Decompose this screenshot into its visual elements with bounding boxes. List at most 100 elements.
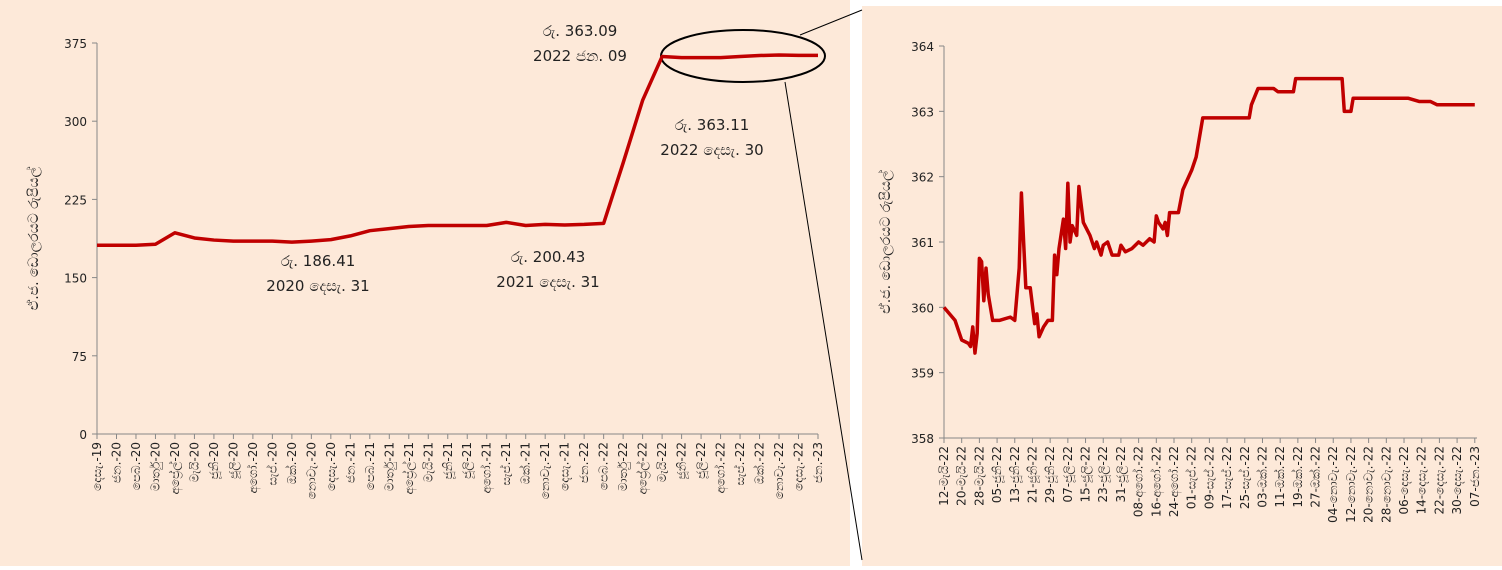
- y-tick-label: 225: [64, 193, 87, 207]
- x-tick-label: නොවැ.-21: [538, 442, 552, 499]
- x-tick-label: මාර්තු-22: [616, 442, 630, 491]
- y-tick-label: 375: [64, 37, 87, 51]
- x-tick-label: 03-ඔක්.-22: [1255, 446, 1269, 508]
- x-tick-label: මැයි-20: [187, 442, 201, 482]
- x-tick-label: 17-සැප්.-22: [1220, 446, 1234, 509]
- y-tick-label: 75: [72, 350, 87, 364]
- x-tick-label: නොවැ.-20: [304, 442, 318, 499]
- x-tick-label: දෙසැ.-19: [90, 442, 104, 491]
- x-tick-label: 14-දෙසැ.-22: [1415, 446, 1429, 515]
- x-tick-label: පෙබ.-22: [597, 442, 611, 490]
- x-tick-label: අගෝ.-21: [480, 442, 495, 494]
- x-tick-label: 08-අගෝ.-22: [1132, 446, 1147, 517]
- x-tick-label: 22-දෙසැ.-22: [1432, 446, 1446, 515]
- x-tick-label: ජූලි-21: [460, 442, 475, 479]
- x-tick-label: 01-සැප්.-22: [1185, 446, 1199, 509]
- x-tick-label: මාර්තු-21: [382, 442, 396, 491]
- x-tick-label: 12-නොවැ.-22: [1344, 446, 1358, 523]
- x-tick-label: 09-සැප්.-22: [1202, 446, 1216, 509]
- x-tick-label: ඔක්.-20: [285, 442, 299, 484]
- x-tick-label: සැප්.-20: [265, 442, 279, 486]
- x-tick-label: 06-දෙසැ.-22: [1397, 446, 1411, 515]
- x-tick-label: ජන.-23: [811, 442, 825, 483]
- x-tick-label: දෙසැ.-22: [792, 442, 806, 491]
- y-tick-label: 361: [911, 236, 934, 250]
- x-tick-label: සැප්.-22: [733, 442, 747, 486]
- x-tick-label: මැයි-22: [655, 442, 669, 482]
- x-tick-label: ජූනි-22: [675, 442, 690, 479]
- x-tick-label: ඔක්.-22: [752, 442, 766, 484]
- x-tick-label: ඔක්.-21: [519, 442, 533, 484]
- annotation: 2020 දෙසැ. 31: [266, 277, 369, 295]
- y-axis-label: ඒ.ජ. ඩොලරයට රුපියල්: [26, 166, 42, 310]
- x-tick-label: පෙබ.-20: [129, 442, 143, 490]
- y-tick-label: 0: [79, 428, 87, 442]
- left-chart: ඒ.ජ. ඩොලරයට රුපියල් 0 75 150 225 300 375 දෙසැ.-…: [26, 22, 825, 499]
- y-tick-label: 362: [911, 171, 934, 185]
- y-axis-label: ඒ.ජ. ඩොලරයට රුපියල්: [878, 170, 894, 314]
- x-tick-label: 29-ජූනි-22: [1043, 446, 1058, 503]
- x-tick-label: දෙසැ.-21: [558, 442, 572, 491]
- x-tick-label: අප්‍රේල්-22: [636, 442, 651, 494]
- x-tick-label: පෙබ.-21: [363, 442, 377, 490]
- x-tick-label: 07-ජූලි-22: [1061, 446, 1076, 502]
- y-tick-label: 364: [911, 40, 934, 54]
- y-tick-label: 360: [911, 301, 934, 315]
- x-tick-label: 05-ජූනි-22: [990, 446, 1005, 503]
- x-tick-label: 30-දෙසැ.-22: [1450, 446, 1464, 515]
- x-tick-label: 07-ජන.-23: [1468, 446, 1482, 507]
- x-tick-label: 27-ඔක්.-22: [1308, 446, 1322, 508]
- left-panel: [0, 0, 850, 566]
- x-tick-label: 20-නොවැ.-22: [1362, 446, 1376, 523]
- x-tick-label: 28-මැයි-22: [972, 446, 986, 506]
- x-tick-label: ජූලි-20: [226, 442, 241, 479]
- y-tick-label: 363: [911, 105, 934, 119]
- annotation: රු. 186.41: [281, 252, 356, 270]
- data-line: [97, 53, 819, 248]
- x-tick-label: දෙසැ.-20: [324, 442, 338, 491]
- x-tick-label: 04-නොවැ.-22: [1326, 446, 1340, 523]
- x-tick-label: 20-මැයි-22: [955, 446, 969, 506]
- data-line: [942, 76, 1475, 355]
- x-tick-label: 12-මැයි-22: [937, 446, 951, 506]
- x-tick-label: අප්‍රේල්-21: [402, 442, 417, 494]
- annotation: රු. 363.11: [675, 116, 750, 134]
- x-tick-label: සැප්.-21: [499, 442, 513, 486]
- x-tick-label: මැයි-21: [421, 442, 435, 482]
- right-chart: ඒ.ජ. ඩොලරයට රුපියල් 358 359 360 361 362 363 364…: [878, 40, 1482, 523]
- y-tick-label: 300: [64, 115, 87, 129]
- x-tick-label: 15-ජූලි-22: [1079, 446, 1094, 502]
- x-tick-label: 11-ඔක්.-22: [1273, 446, 1287, 508]
- annotation: රු. 200.43: [511, 248, 586, 266]
- x-tick-label: 16-අගෝ.-22: [1149, 446, 1164, 517]
- x-tick-label: ජන.-21: [343, 442, 357, 483]
- x-tick-label: ජූනි-20: [207, 442, 222, 479]
- x-tick-label: ජන.-22: [577, 442, 591, 483]
- x-tick-label: අප්‍රේල්-20: [168, 442, 183, 494]
- annotation: 2022 දෙසැ. 30: [660, 141, 763, 159]
- x-tick-label: 13-ජූනි-22: [1008, 446, 1023, 503]
- x-tick-label: මාර්තු-20: [148, 442, 162, 491]
- zoom-connector: [799, 9, 863, 36]
- y-tick-label: 359: [911, 367, 934, 381]
- x-tick-label: 24-අගෝ.-22: [1167, 446, 1182, 517]
- x-tick-label: 19-ඔක්.-22: [1291, 446, 1305, 508]
- x-tick-label: 23-ජූලි-22: [1096, 446, 1111, 502]
- y-tick-label: 358: [911, 432, 934, 446]
- x-tick-label: 25-සැප්.-22: [1238, 446, 1252, 509]
- zoom-connector: [784, 81, 863, 561]
- x-tick-label: අගෝ.-20: [246, 442, 261, 494]
- x-tick-label: අගෝ.-22: [714, 442, 729, 494]
- annotation: 2022 ජන. 09: [533, 47, 627, 65]
- x-tick-label: නොවැ.-22: [772, 442, 786, 499]
- y-tick-label: 150: [64, 272, 87, 286]
- x-tick-label: ජූලි-22: [694, 442, 709, 479]
- x-tick-label: 21-ජූනි-22: [1025, 446, 1040, 503]
- x-tick-label: ජන.-20: [109, 442, 123, 483]
- annotation: 2021 දෙසැ. 31: [496, 273, 599, 291]
- x-tick-label: ජූනි-21: [441, 442, 456, 479]
- x-tick-label: 28-නොවැ.-22: [1379, 446, 1393, 523]
- x-tick-label: 31-ජූලි-22: [1114, 446, 1129, 502]
- annotation: රු. 363.09: [543, 22, 618, 40]
